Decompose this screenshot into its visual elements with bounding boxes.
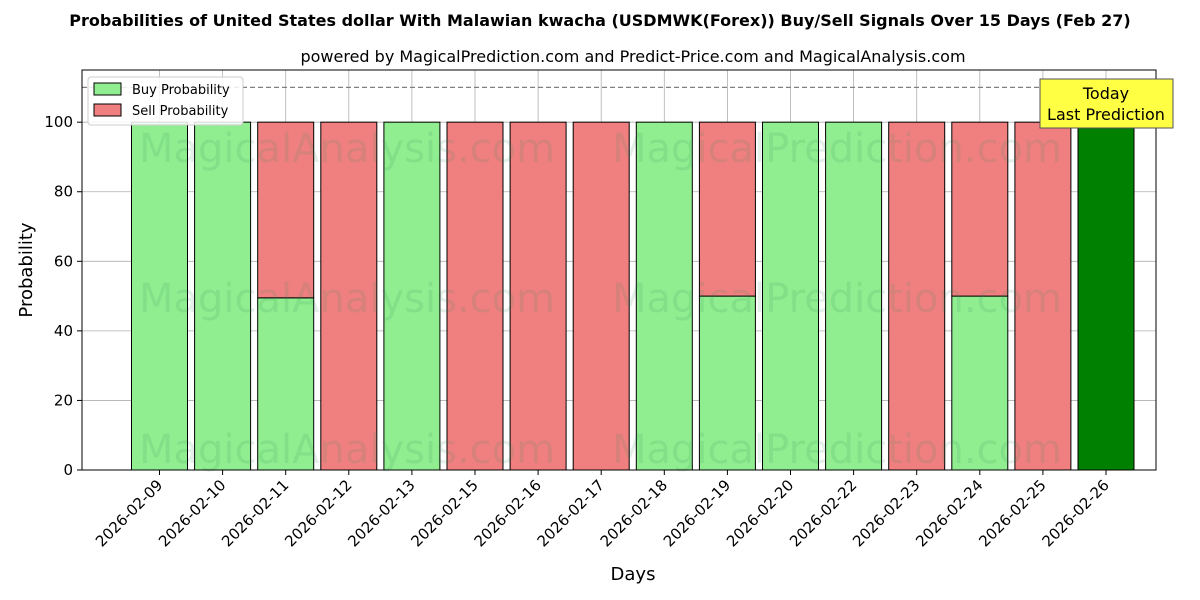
x-tick-label: 2026-02-26 bbox=[1038, 476, 1112, 550]
watermark: MagicalAnalysis.com bbox=[139, 427, 555, 473]
legend: Buy Probability Sell Probability bbox=[87, 76, 244, 126]
plot-frame bbox=[81, 69, 1157, 471]
bar-sell bbox=[888, 121, 946, 471]
annotation-line1: Today bbox=[1082, 84, 1129, 103]
bar-sell bbox=[1014, 121, 1072, 471]
y-tick-label: 100 bbox=[44, 113, 73, 131]
y-axis-label: Probability bbox=[16, 222, 37, 317]
bar-buy bbox=[825, 121, 883, 471]
bar-buy bbox=[762, 121, 819, 471]
x-axis-label: Days bbox=[611, 564, 656, 585]
x-tick-label: 2026-02-24 bbox=[912, 476, 986, 550]
x-tick-label: 2026-02-16 bbox=[471, 476, 545, 550]
bar-sell bbox=[951, 121, 1009, 297]
x-tick-label: 2026-02-23 bbox=[849, 476, 923, 550]
chart-title: Probabilities of United States dollar Wi… bbox=[69, 11, 1130, 30]
y-tick-label: 60 bbox=[54, 252, 73, 270]
x-tick-label: 2026-02-09 bbox=[92, 476, 166, 550]
x-tick-label: 2026-02-12 bbox=[281, 476, 355, 550]
watermark: MagicalPrediction.com bbox=[612, 427, 1062, 473]
x-tick-label: 2026-02-17 bbox=[534, 476, 608, 550]
bar-sell bbox=[257, 121, 315, 299]
legend-swatch-sell bbox=[93, 103, 122, 117]
watermark: MagicalAnalysis.com bbox=[139, 276, 555, 322]
x-tick-label: 2026-02-11 bbox=[218, 476, 292, 550]
x-axis-ticks: 2026-02-092026-02-102026-02-112026-02-12… bbox=[92, 470, 1113, 550]
bar-sell bbox=[320, 121, 378, 471]
y-tick-label: 0 bbox=[63, 461, 73, 479]
x-tick-label: 2026-02-19 bbox=[660, 476, 734, 550]
legend-label-buy: Buy Probability bbox=[132, 83, 230, 98]
bar-buy bbox=[635, 121, 693, 471]
bar-sell bbox=[446, 121, 504, 471]
y-axis-ticks: 0 20 40 60 80 100 bbox=[44, 113, 82, 479]
bar-sell bbox=[572, 121, 630, 471]
bar-buy bbox=[698, 295, 756, 471]
watermark: MagicalPrediction.com bbox=[612, 126, 1062, 172]
x-tick-label: 2026-02-10 bbox=[155, 476, 229, 550]
x-tick-label: 2026-02-18 bbox=[597, 476, 671, 550]
annotation-box bbox=[1039, 78, 1174, 129]
bar-buy bbox=[951, 295, 1009, 471]
chart-subtitle: powered by MagicalPrediction.com and Pre… bbox=[300, 47, 965, 66]
watermark: MagicalPrediction.com bbox=[612, 276, 1062, 322]
y-tick-label: 40 bbox=[54, 322, 73, 340]
legend-swatch-buy bbox=[93, 82, 122, 96]
bars bbox=[131, 121, 1135, 471]
watermarks: MagicalAnalysis.com MagicalPrediction.com… bbox=[139, 126, 1062, 473]
bar-buy bbox=[383, 121, 441, 471]
x-tick-label: 2026-02-13 bbox=[344, 476, 418, 550]
x-tick-label: 2026-02-25 bbox=[975, 476, 1049, 550]
x-tick-label: 2026-02-15 bbox=[407, 476, 481, 550]
bar-buy bbox=[257, 297, 315, 471]
x-tick-label: 2026-02-22 bbox=[786, 476, 860, 550]
annotation-line2: Last Prediction bbox=[1047, 105, 1165, 124]
today-annotation: Today Last Prediction bbox=[1039, 78, 1174, 129]
legend-label-sell: Sell Probability bbox=[132, 104, 229, 119]
bar-buy bbox=[1077, 121, 1135, 471]
legend-frame bbox=[87, 76, 244, 126]
x-tick-label: 2026-02-20 bbox=[723, 476, 797, 550]
bar-sell bbox=[698, 121, 756, 297]
y-tick-label: 80 bbox=[54, 183, 73, 201]
y-tick-label: 20 bbox=[54, 391, 73, 409]
watermark: MagicalAnalysis.com bbox=[139, 126, 555, 172]
bar-sell bbox=[509, 121, 567, 471]
